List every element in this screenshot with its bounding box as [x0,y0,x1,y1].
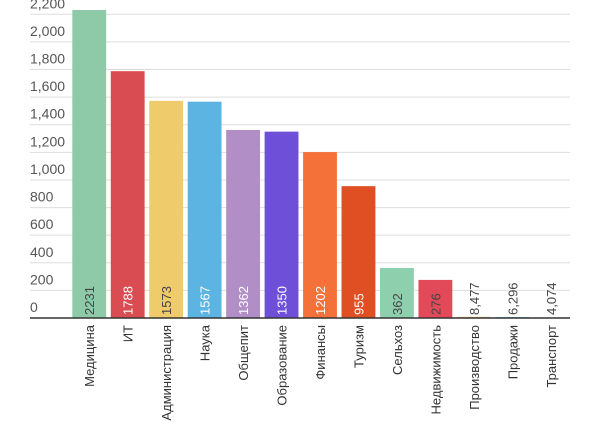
x-tick-label: Финансы [313,325,328,380]
x-tick-label: ИТ [121,325,136,342]
bar [380,268,414,318]
bar [149,100,184,319]
y-tick-label: 2,000 [30,23,65,39]
value-label: 1350 [275,286,290,315]
bar [341,186,376,318]
x-tick-label: Туризм [351,325,366,368]
value-label: 1573 [159,286,174,315]
y-tick-label: 1,000 [30,161,65,177]
bar [72,10,107,318]
value-label: 362 [390,293,405,315]
value-label: 8,477 [467,282,482,315]
y-tick-label: 400 [30,244,54,260]
value-label: 1788 [121,286,136,315]
x-tick-label: Общепит [236,325,251,381]
y-tick-label: 600 [30,216,54,232]
value-label: 1202 [313,286,328,315]
x-tick-label: Администрация [159,325,174,421]
value-label: 955 [351,293,366,315]
y-tick-label: 1,400 [30,106,65,122]
bar [264,131,299,318]
value-label: 1362 [236,286,251,315]
y-tick-label: 800 [30,189,54,205]
x-tick-label: Сельхоз [390,325,405,375]
value-label: 6,296 [505,282,520,315]
x-tick-label: Производство [467,325,482,410]
x-tick-label: Образование [275,325,290,406]
bar [226,129,260,318]
bar [187,101,222,318]
y-tick-label: 200 [30,271,54,287]
y-tick-label: 0 [30,299,38,315]
y-tick-label: 1,800 [30,51,65,67]
y-tick-label: 1,200 [30,133,65,149]
value-label: 1567 [198,286,213,315]
value-label: 4,074 [544,282,559,315]
x-tick-label: Медицина [82,324,97,387]
value-label: 2231 [82,286,97,315]
bar [110,71,145,318]
bar [418,279,453,318]
y-tick-label: 2,200 [30,0,65,11]
x-tick-label: Транспорт [544,325,559,388]
x-tick-label: Продажи [505,325,520,379]
x-tick-label: Недвижимость [428,325,443,415]
x-tick-label: Наука [198,324,213,361]
bar [303,152,337,318]
y-tick-label: 1,600 [30,78,65,94]
value-label: 276 [428,293,443,315]
